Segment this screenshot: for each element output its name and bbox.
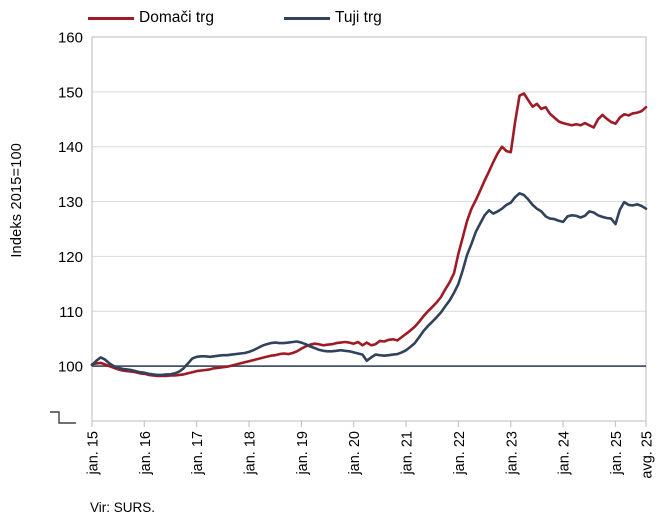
x-tick-label-5: jan. 20 — [347, 431, 363, 476]
series-line-tuji-trg — [90, 192, 648, 377]
x-tick-label-0: jan. 15 — [86, 431, 102, 476]
series-line-domaci-trg — [90, 92, 648, 378]
legend-item-domaci-trg: Domači trg — [88, 9, 214, 27]
source-note: Vir: SURS. — [90, 500, 156, 515]
y-tick-label-100: 100 — [58, 359, 83, 376]
x-tick-label-3: jan. 18 — [243, 431, 259, 476]
y-tick-label-160: 160 — [58, 30, 83, 47]
domaci-trg-line-swatch — [88, 16, 134, 20]
legend-label-domaci-trg: Domači trg — [139, 9, 214, 26]
x-tick-label-6: jan. 21 — [400, 431, 416, 476]
legend-item-tuji-trg: Tuji trg — [283, 9, 382, 27]
x-tick-label-11: avg. 25 — [640, 431, 656, 479]
y-tick-label-150: 150 — [58, 84, 83, 101]
x-tick-label-4: jan. 19 — [295, 431, 311, 476]
x-tick-label-8: jan. 23 — [504, 431, 520, 476]
x-tick-label-1: jan. 16 — [138, 431, 154, 476]
legend: Domači trg Tuji trg — [88, 9, 382, 27]
tuji-trg-line-swatch — [283, 16, 330, 20]
y-tick-label-130: 130 — [58, 194, 83, 211]
y-tick-label-120: 120 — [58, 249, 83, 266]
x-tick-label-10: jan. 25 — [609, 431, 625, 476]
plot-border — [91, 36, 647, 422]
y-tick-label-140: 140 — [58, 139, 83, 156]
axis-break-icon — [50, 411, 76, 424]
legend-label-tuji-trg: Tuji trg — [334, 9, 382, 26]
x-tick-label-2: jan. 17 — [190, 431, 206, 476]
y-tick-label-110: 110 — [59, 304, 83, 321]
x-tick-label-9: jan. 24 — [557, 431, 573, 476]
x-tick-label-7: jan. 22 — [452, 431, 468, 476]
